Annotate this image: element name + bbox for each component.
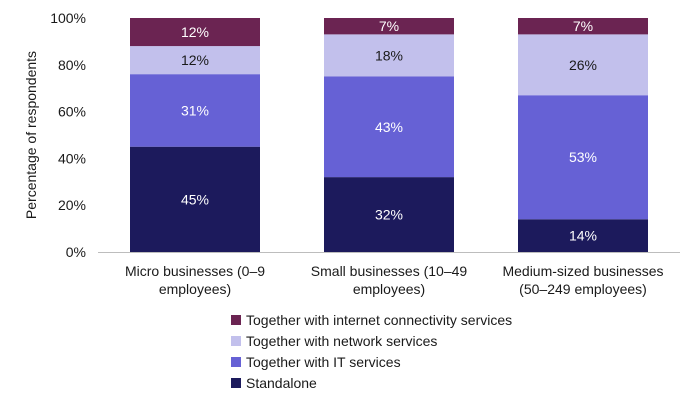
y-tick-label: 40% [58, 150, 86, 166]
bar-segment [518, 18, 648, 35]
bar-segment [130, 18, 260, 47]
legend-swatch [231, 378, 241, 388]
bar-segment [130, 46, 260, 75]
bar-segment [324, 76, 454, 178]
data-label: 12% [181, 52, 209, 68]
legend-label: Together with internet connectivity serv… [246, 312, 512, 328]
y-tick-label: 0% [66, 244, 86, 260]
x-category-label: employees) [353, 281, 425, 297]
legend-swatch [231, 357, 241, 367]
bar-segment [518, 95, 648, 220]
x-category-label: Medium-sized businesses [502, 263, 663, 279]
data-label: 7% [573, 18, 593, 34]
data-label: 53% [569, 149, 597, 165]
data-label: 45% [181, 191, 209, 207]
y-tick-label: 60% [58, 104, 86, 120]
legend-swatch [231, 336, 241, 346]
x-category-label: employees) [159, 281, 231, 297]
x-category-label: Small businesses (10–49 [311, 263, 468, 279]
data-label: 18% [375, 47, 403, 63]
legend-label: Together with network services [246, 333, 437, 349]
y-tick-label: 100% [50, 10, 86, 26]
y-tick-label: 80% [58, 57, 86, 73]
legend-swatch [231, 315, 241, 325]
bar-segment [324, 18, 454, 35]
x-category-label: (50–249 employees) [519, 281, 647, 297]
y-tick-label: 20% [58, 197, 86, 213]
data-label: 14% [569, 228, 597, 244]
bar-segment [518, 34, 648, 96]
data-label: 26% [569, 57, 597, 73]
bar-segment [130, 74, 260, 147]
x-category-label: Micro businesses (0–9 [125, 263, 265, 279]
bar-segment [324, 177, 454, 252]
data-label: 32% [375, 207, 403, 223]
data-label: 7% [379, 18, 399, 34]
data-label: 12% [181, 24, 209, 40]
bar-segment [518, 219, 648, 252]
bar-segment [130, 146, 260, 252]
y-axis-label: Percentage of respondents [23, 51, 39, 219]
data-label: 43% [375, 119, 403, 135]
bar-segment [324, 34, 454, 77]
legend-label: Together with IT services [246, 354, 401, 370]
data-label: 31% [181, 102, 209, 118]
legend-label: Standalone [246, 375, 317, 391]
